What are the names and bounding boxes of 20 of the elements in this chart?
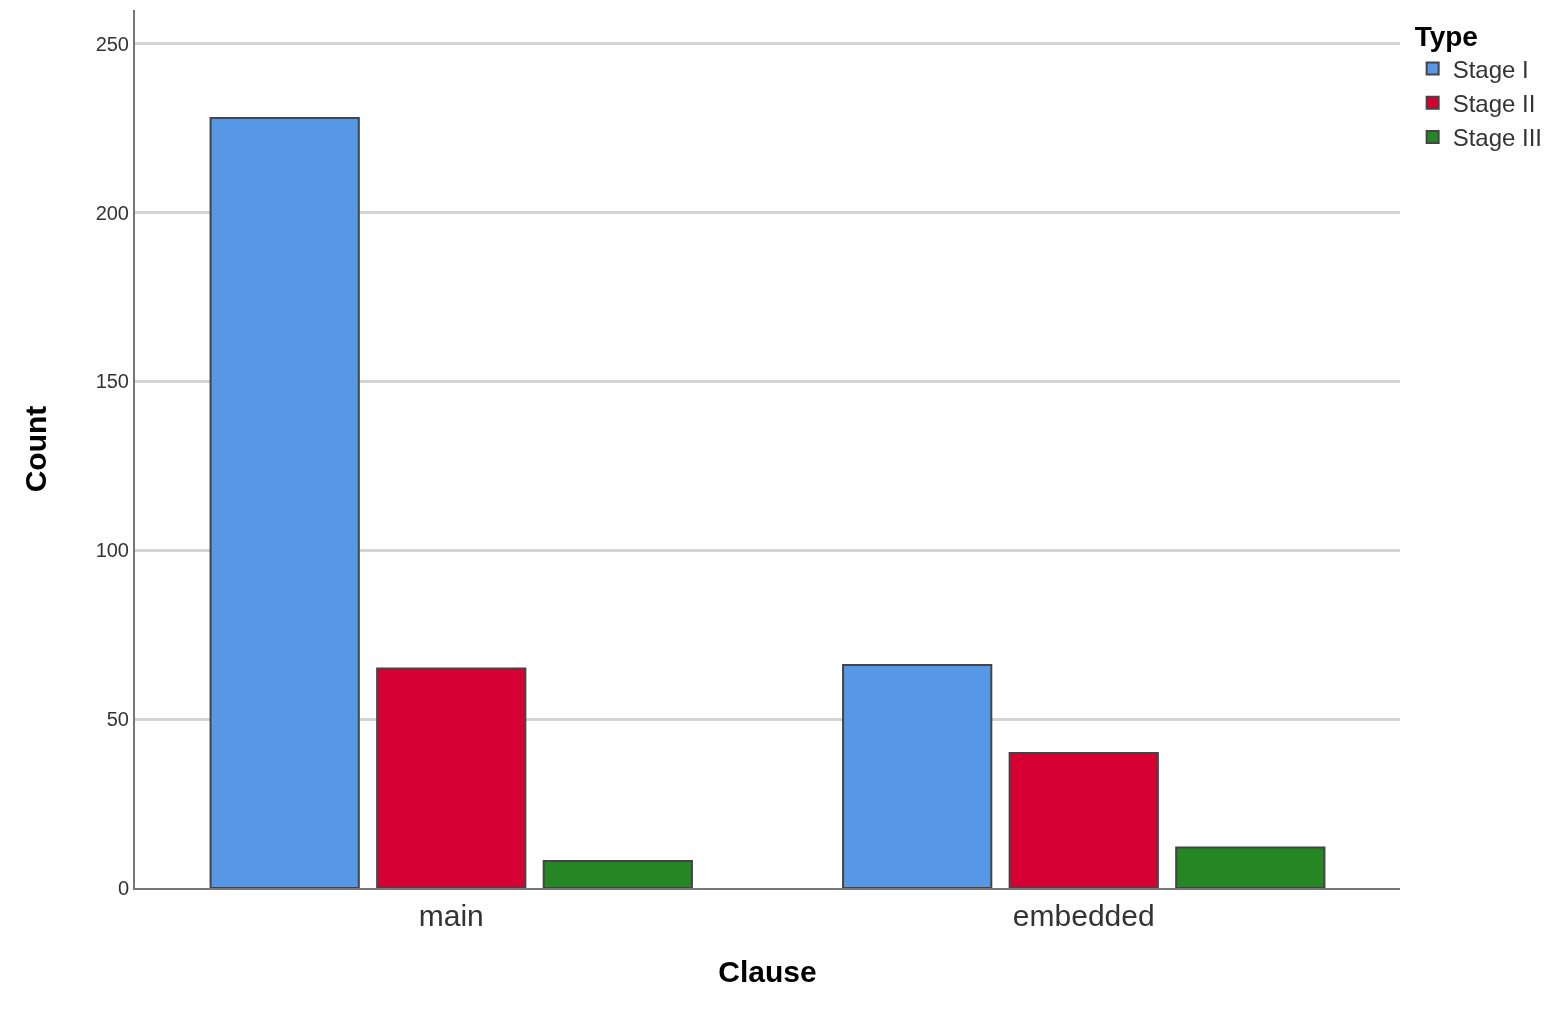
y-tick-label: 100 xyxy=(95,539,129,562)
y-tick-label: 50 xyxy=(106,708,129,731)
y-axis-title: Count xyxy=(19,405,53,493)
legend-title: Type xyxy=(1414,21,1478,53)
x-tick-label: embedded xyxy=(1012,899,1155,932)
y-tick-label: 250 xyxy=(95,32,129,55)
legend-label: Stage III xyxy=(1452,124,1543,152)
bar xyxy=(376,667,527,888)
bar xyxy=(1175,846,1326,888)
bar xyxy=(1008,751,1159,888)
x-tick-label: main xyxy=(418,899,484,932)
bar xyxy=(209,117,360,888)
y-tick-label: 150 xyxy=(95,370,129,393)
legend-label: Stage I xyxy=(1452,55,1529,83)
y-tick-label: 200 xyxy=(95,201,129,224)
y-tick-label: 0 xyxy=(117,877,129,899)
x-axis-title: Clause xyxy=(718,955,817,988)
bar xyxy=(542,859,693,888)
legend-label: Stage II xyxy=(1452,90,1536,118)
bar xyxy=(842,664,993,888)
